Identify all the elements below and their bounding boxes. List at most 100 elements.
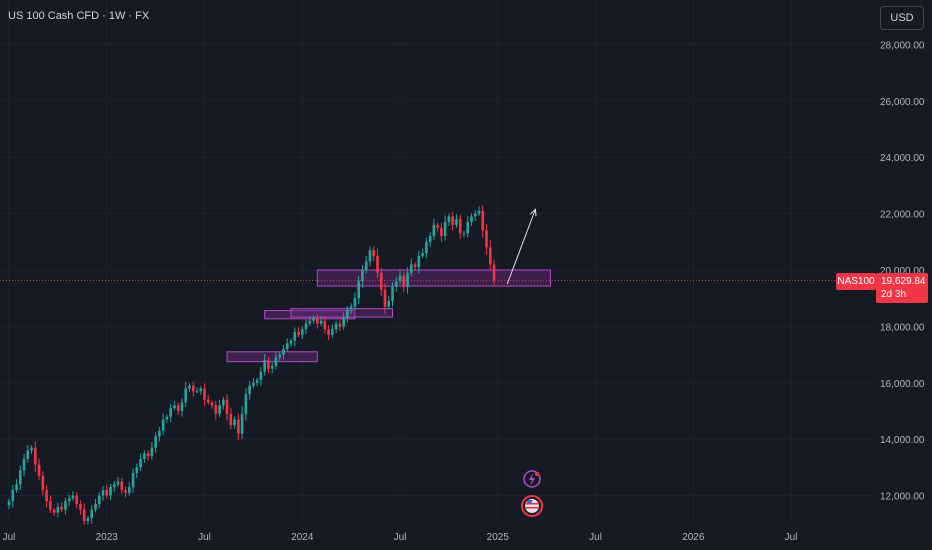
- candle: [229, 407, 233, 430]
- candle: [222, 396, 225, 410]
- x-tick-label: 2026: [682, 532, 705, 543]
- candle: [82, 503, 86, 525]
- x-tick-label: 2024: [291, 532, 314, 543]
- candle: [26, 444, 30, 463]
- time-axis[interactable]: Jul 2023 Jul 2024 Jul 2025 Jul 2026 Jul: [3, 532, 798, 543]
- dividend-flash-icon[interactable]: [523, 470, 541, 488]
- candle: [109, 483, 112, 501]
- trend-arrow-line: [506, 209, 536, 285]
- candle: [425, 237, 428, 259]
- candle: [477, 206, 481, 216]
- candle: [368, 246, 372, 267]
- candle: [105, 484, 109, 499]
- candle: [342, 312, 345, 330]
- candle: [394, 277, 398, 292]
- candle: [263, 354, 266, 376]
- candle: [37, 458, 41, 480]
- candle: [473, 210, 477, 221]
- x-tick-label: 2025: [487, 532, 510, 543]
- candle: [364, 255, 368, 274]
- candle: [30, 445, 33, 454]
- candle: [312, 315, 315, 325]
- candle: [485, 224, 488, 255]
- candle: [7, 498, 11, 510]
- candle: [218, 399, 221, 418]
- candle: [282, 345, 285, 360]
- candle: [240, 405, 244, 440]
- candle: [146, 449, 150, 461]
- candle: [492, 259, 496, 287]
- candle: [64, 497, 67, 515]
- candle: [165, 414, 169, 423]
- candle: [244, 388, 248, 421]
- candle: [319, 316, 323, 326]
- event-icons[interactable]: [521, 470, 543, 517]
- candle: [421, 248, 424, 259]
- last-price-value: 19,629.84: [881, 276, 926, 287]
- candle: [481, 205, 485, 238]
- candle: [169, 403, 172, 423]
- candle: [413, 262, 417, 271]
- price-axis[interactable]: 12,000.00 14,000.00 16,000.00 18,000.00 20,0…: [880, 40, 925, 502]
- us-flag-event-icon[interactable]: [521, 495, 543, 517]
- last-price-tag: 19,629.84 2d 3h: [876, 273, 928, 303]
- y-tick-label: 26,000.00: [880, 97, 925, 108]
- candle: [466, 215, 470, 238]
- candle: [417, 250, 421, 274]
- candle: [346, 306, 349, 323]
- candle: [101, 486, 105, 501]
- candle: [440, 223, 443, 242]
- candle: [470, 213, 473, 227]
- currency-button[interactable]: USD: [880, 6, 924, 30]
- candle: [327, 325, 330, 340]
- x-tick-label: Jul: [394, 532, 407, 543]
- candle: [150, 442, 154, 460]
- candle: [436, 222, 439, 232]
- candle: [75, 492, 78, 509]
- candle: [376, 248, 379, 278]
- candle: [173, 400, 176, 411]
- y-tick-label: 24,000.00: [880, 153, 925, 164]
- candle: [278, 352, 282, 361]
- supply-demand-zones[interactable]: [226, 269, 551, 363]
- candles: [7, 205, 496, 525]
- candle: [180, 398, 184, 417]
- candle: [191, 381, 195, 397]
- candle: [124, 486, 127, 498]
- candle: [131, 468, 135, 493]
- candle: [361, 264, 364, 288]
- x-tick-label: 2023: [96, 532, 119, 543]
- candle: [60, 502, 63, 512]
- candle: [116, 476, 120, 487]
- candle: [18, 465, 22, 490]
- candle: [206, 395, 210, 405]
- candle: [56, 502, 60, 518]
- y-tick-label: 12,000.00: [880, 492, 925, 503]
- candle: [285, 338, 289, 352]
- candle: [379, 267, 383, 296]
- candle: [237, 413, 240, 441]
- candle: [71, 491, 75, 501]
- candle: [338, 320, 342, 331]
- candle: [22, 453, 26, 477]
- candle: [353, 292, 357, 311]
- candle: [214, 400, 218, 420]
- candle: [349, 303, 353, 314]
- candle: [270, 362, 274, 374]
- symbol-title[interactable]: US 100 Cash CFD · 1W · FX: [8, 10, 150, 22]
- candle: [90, 505, 94, 524]
- y-tick-label: 18,000.00: [880, 322, 925, 333]
- candle: [488, 240, 492, 270]
- candle: [86, 515, 90, 525]
- y-tick-label: 14,000.00: [880, 435, 925, 446]
- candle: [462, 230, 466, 238]
- y-tick-label: 22,000.00: [880, 210, 925, 221]
- candle: [357, 276, 360, 305]
- candle: [41, 471, 45, 496]
- candle: [316, 313, 319, 329]
- trend-arrow[interactable]: [506, 208, 537, 285]
- candle: [391, 282, 394, 307]
- candle: [402, 271, 406, 292]
- candle: [289, 338, 293, 347]
